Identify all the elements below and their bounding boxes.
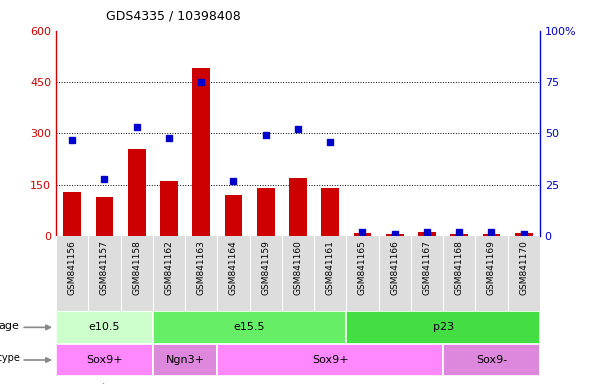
Text: GSM841160: GSM841160 (293, 240, 303, 295)
Bar (483, 234, 500, 236)
Text: GSM841170: GSM841170 (519, 240, 528, 295)
Bar (450, 235, 468, 236)
Text: age: age (0, 321, 19, 331)
Bar (289, 178, 307, 236)
Text: GSM841164: GSM841164 (229, 240, 238, 295)
Bar (386, 235, 404, 236)
Bar (96, 197, 113, 236)
Bar (56, 311, 153, 344)
Text: Sox9+: Sox9+ (312, 355, 349, 365)
Text: Ngn3+: Ngn3+ (166, 355, 205, 365)
Bar (192, 68, 210, 236)
Bar (225, 195, 242, 236)
Bar (153, 344, 217, 376)
Text: Sox9-: Sox9- (476, 355, 507, 365)
Text: GSM841158: GSM841158 (132, 240, 141, 295)
Text: GSM841166: GSM841166 (390, 240, 399, 295)
Bar (443, 344, 540, 376)
Text: GSM841162: GSM841162 (165, 240, 173, 295)
Bar (128, 149, 146, 236)
Bar (353, 233, 371, 236)
Text: GSM841156: GSM841156 (68, 240, 77, 295)
Bar (418, 232, 436, 236)
Text: GSM841167: GSM841167 (422, 240, 431, 295)
Text: GSM841169: GSM841169 (487, 240, 496, 295)
Text: e15.5: e15.5 (234, 322, 266, 333)
Bar (63, 192, 81, 236)
Text: GSM841165: GSM841165 (358, 240, 367, 295)
Text: e10.5: e10.5 (88, 322, 120, 333)
Bar (56, 344, 153, 376)
Text: GSM841157: GSM841157 (100, 240, 109, 295)
Text: GSM841161: GSM841161 (326, 240, 335, 295)
Bar (515, 233, 533, 236)
Bar (322, 188, 339, 236)
Text: Sox9+: Sox9+ (86, 355, 123, 365)
Text: GDS4335 / 10398408: GDS4335 / 10398408 (106, 10, 241, 23)
Bar (346, 311, 540, 344)
Text: GSM841159: GSM841159 (261, 240, 270, 295)
Text: count: count (76, 383, 107, 384)
Bar (160, 181, 178, 236)
Text: cell type: cell type (0, 353, 19, 363)
Text: p23: p23 (432, 322, 454, 333)
Text: GSM841163: GSM841163 (196, 240, 206, 295)
Bar (153, 311, 346, 344)
Bar (257, 188, 274, 236)
Bar (217, 344, 443, 376)
Text: GSM841168: GSM841168 (455, 240, 464, 295)
